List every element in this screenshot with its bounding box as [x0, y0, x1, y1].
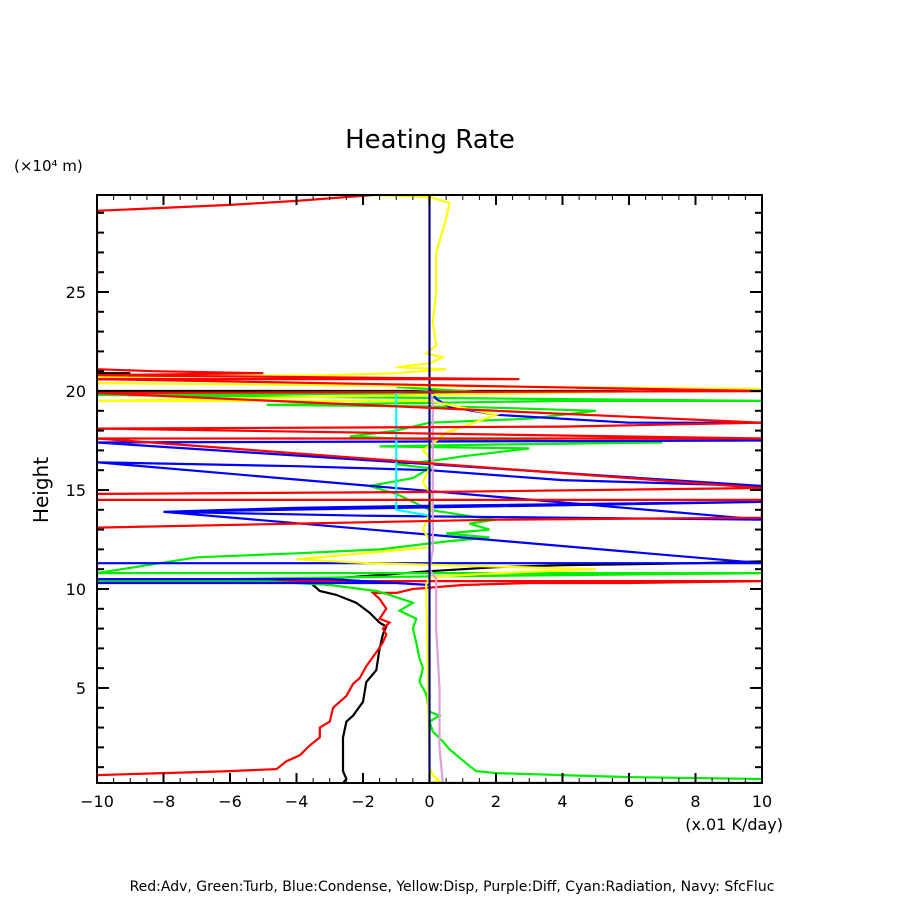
x-tick-label: −6: [218, 792, 242, 811]
x-tick-label: −2: [351, 792, 375, 811]
x-tick-label: 4: [557, 792, 567, 811]
y-tick-label: 5: [76, 679, 86, 698]
series-adv-upper: [97, 195, 762, 529]
x-tick-label: −4: [285, 792, 309, 811]
y-unit-label: (×10⁴ m): [14, 157, 83, 175]
x-tick-label: 6: [624, 792, 634, 811]
x-tick-label: 10: [752, 792, 772, 811]
x-tick-label: 2: [491, 792, 501, 811]
series-diff: [428, 390, 444, 783]
x-tick-label: −10: [80, 792, 114, 811]
x-tick-label: 0: [424, 792, 434, 811]
x-tick-label: −8: [152, 792, 176, 811]
series-turb: [97, 385, 762, 781]
series-disp: [97, 195, 762, 783]
series-adv: [97, 579, 762, 777]
x-axis-label: (x.01 K/day): [685, 815, 783, 834]
y-axis-label: Height: [29, 457, 53, 523]
chart-title: Heating Rate: [345, 125, 515, 155]
x-tick-label: 8: [690, 792, 700, 811]
y-tick-label: 15: [66, 481, 86, 500]
y-tick-label: 20: [66, 382, 86, 401]
legend-text: Red:Adv, Green:Turb, Blue:Condense, Yell…: [130, 879, 775, 895]
y-tick-label: 25: [66, 283, 86, 302]
y-tick-label: 10: [66, 580, 86, 599]
series-total: [97, 372, 762, 783]
